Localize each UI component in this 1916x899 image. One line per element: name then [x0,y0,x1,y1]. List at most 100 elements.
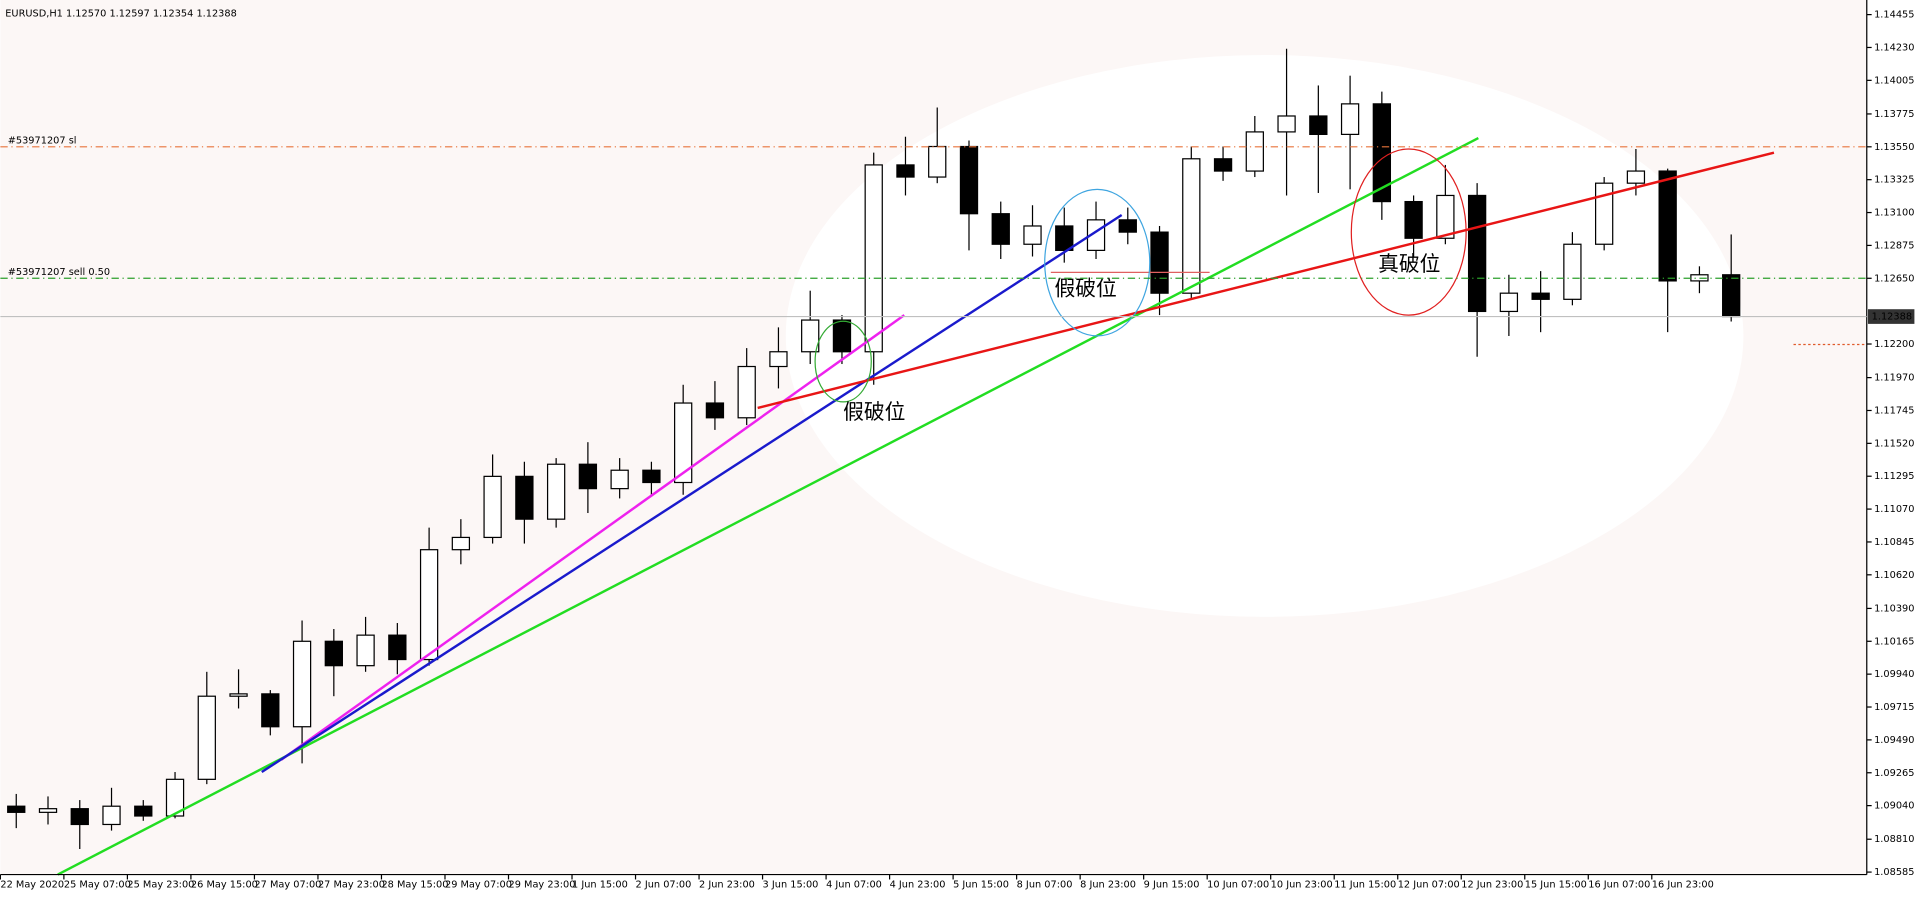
candle-body [546,463,566,520]
candle-body [1467,194,1487,313]
x-tick-label: 15 Jun 15:00 [1525,879,1587,890]
y-tick-label: 1.10620 [1874,570,1914,581]
y-tick-label: 1.14230 [1874,42,1914,53]
candle-body [1499,292,1519,313]
candle-body [1404,200,1423,239]
candle-body [1213,158,1233,172]
x-tick-label: 29 May 23:00 [509,879,576,890]
candle-body [1563,243,1582,300]
drawings [57,136,1865,876]
candle-body [642,469,661,484]
candle-body [1626,170,1646,184]
y-tick-label: 1.11970 [1874,373,1914,384]
circle-marker [1350,148,1467,316]
candle-body [737,365,756,419]
order-label: #53971207 sell 0.50 [8,267,110,278]
candles [7,48,1741,850]
annotation: 假破位 [1054,276,1116,300]
candle-body [1118,219,1137,233]
x-tick-label: 22 May 2020 [0,879,64,890]
candle-body [578,463,598,490]
candle-body [197,695,216,780]
candle-body [1277,115,1296,133]
x-tick-label: 16 Jun 07:00 [1588,879,1650,890]
candle-body [1023,225,1042,245]
candle-body [261,693,280,728]
y-tick-label: 1.09715 [1874,702,1914,713]
y-tick-label: 1.11070 [1874,504,1914,515]
candle-body [991,213,1010,245]
y-tick-label: 1.09265 [1874,768,1914,779]
y-tick-label: 1.08585 [1874,867,1914,878]
y-tick-label: 1.13325 [1874,175,1914,186]
chart-title: EURUSD,H1 1.12570 1.12597 1.12354 1.1238… [5,8,237,19]
y-tick-label: 1.12650 [1874,273,1914,284]
candle-body [769,351,788,368]
last-price-label: 1.12388 [1872,312,1912,323]
x-tick-label: 8 Jun 23:00 [1080,879,1136,890]
candle-body [292,640,312,728]
candle-body [483,475,502,539]
x-tick-label: 27 May 23:00 [318,879,385,890]
x-tick-label: 10 Jun 07:00 [1207,879,1269,890]
candle-body [959,145,979,215]
x-tick-label: 25 May 23:00 [127,879,194,890]
y-tick-label: 1.08810 [1874,834,1914,845]
y-tick-label: 1.11520 [1874,438,1914,449]
candle-body [610,469,629,490]
x-tick-label: 4 Jun 07:00 [826,879,882,890]
x-tick-label: 29 May 07:00 [445,879,512,890]
x-tick-label: 2 Jun 07:00 [636,879,692,890]
candle-body [705,402,725,419]
y-tick-label: 1.09490 [1874,735,1914,746]
y-tick-label: 1.12200 [1874,339,1914,350]
x-tick-label: 10 Jun 23:00 [1271,879,1333,890]
candle-body [1150,231,1169,294]
candle-body [134,805,153,817]
candle-body [1658,170,1677,282]
x-tick-label: 26 May 15:00 [191,879,258,890]
candle-body [165,778,185,817]
x-tick-label: 27 May 07:00 [254,879,321,890]
y-tick-label: 1.10845 [1874,537,1914,548]
x-tick-label: 25 May 07:00 [64,879,131,890]
candle-body [801,319,820,353]
x-tick-label: 2 Jun 23:00 [699,879,755,890]
candle-body [102,805,121,826]
candle-body [356,634,375,667]
x-tick-label: 8 Jun 07:00 [1017,879,1073,890]
candle-body [38,808,58,813]
candle-body [896,164,915,178]
candle-body [388,634,407,661]
x-tick-label: 11 Jun 15:00 [1334,879,1396,890]
y-tick-label: 1.09940 [1874,669,1914,680]
candle-body [1594,182,1614,245]
candle-body [864,164,883,353]
candle-body [7,805,26,813]
candle-body [1245,131,1264,172]
candle-body [1531,292,1550,300]
candle-body [451,536,471,551]
trend-line [757,151,1775,410]
trend-line [261,213,1123,773]
trend-line [280,314,905,761]
order-label: #53971207 sl [8,136,77,147]
candle-body [419,549,439,661]
y-tick-label: 1.13550 [1874,142,1914,153]
annotation: 假破位 [843,400,905,424]
x-tick-label: 1 Jun 15:00 [572,879,628,890]
candle-body [324,640,343,667]
y-tick-label: 1.09040 [1874,801,1914,812]
candle-body [1055,225,1074,251]
candle-body [1340,103,1360,136]
candle-body [70,808,89,826]
candle-body [674,402,693,484]
candle-body [515,475,534,520]
y-tick-label: 1.13100 [1874,208,1914,219]
x-tick-label: 5 Jun 15:00 [953,879,1009,890]
y-tick-label: 1.10165 [1874,636,1914,647]
x-tick-label: 12 Jun 23:00 [1461,879,1523,890]
last-price-box [1867,309,1915,324]
